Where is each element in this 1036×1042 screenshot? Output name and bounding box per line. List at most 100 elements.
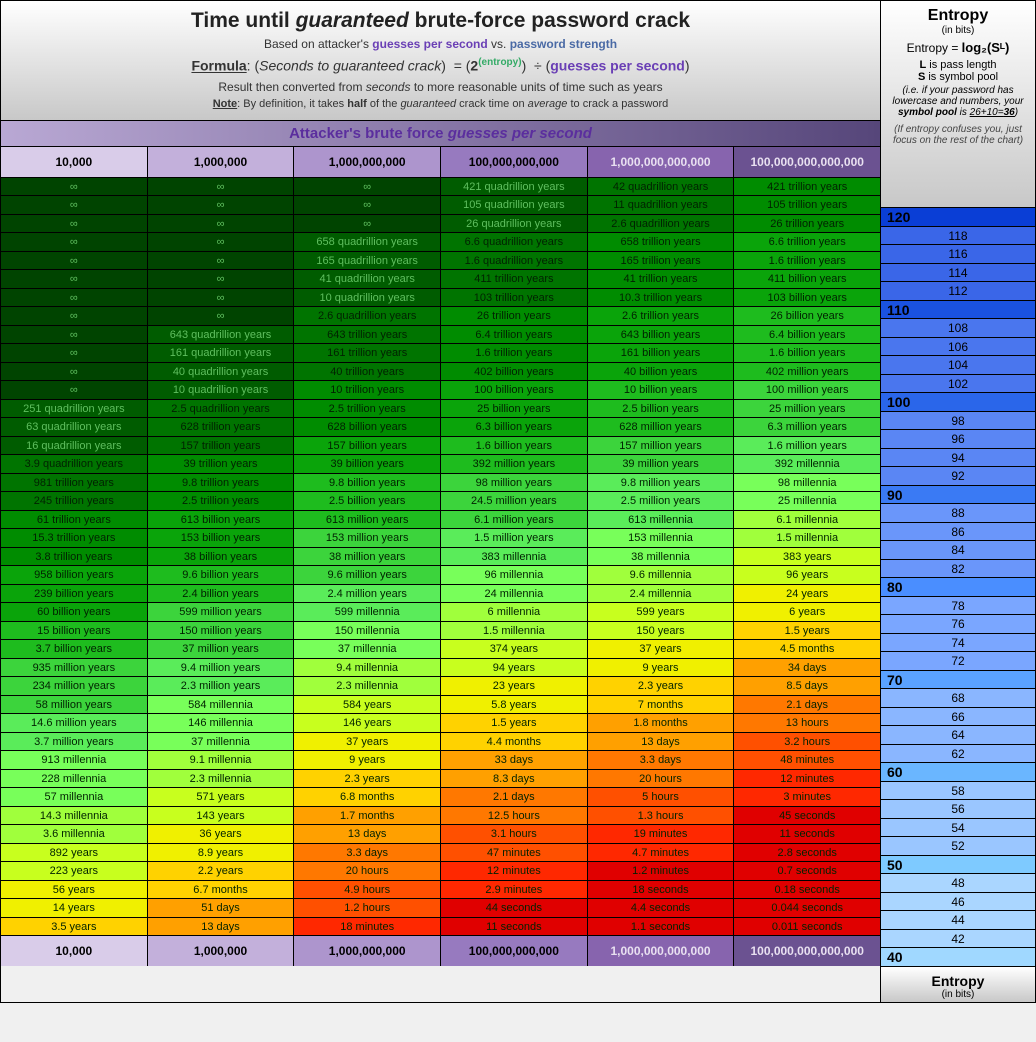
table-cell: 2.9 minutes (441, 880, 588, 899)
entropy-value: 112 (881, 281, 1035, 300)
entropy-value: 102 (881, 374, 1035, 393)
table-cell: 1.3 hours (588, 806, 735, 825)
entropy-formula: Entropy = log₂(Sᴸ) (887, 40, 1029, 55)
entropy-value: 114 (881, 263, 1035, 282)
column-header: 10,000 (1, 146, 148, 177)
column-headers: 10,0001,000,0001,000,000,000100,000,000,… (1, 146, 880, 177)
table-cell: 4.7 minutes (588, 843, 735, 862)
table-cell: 94 years (441, 658, 588, 677)
L-desc: L is pass length (887, 59, 1029, 71)
entropy-value: 104 (881, 355, 1035, 374)
table-cell: 3.9 quadrillion years (1, 454, 148, 473)
table-cell: 150 years (588, 621, 735, 640)
table-cell: 2.3 millennia (294, 676, 441, 695)
table-cell: 2.4 billion years (148, 584, 295, 603)
formula-gps: guesses per second (550, 58, 685, 74)
table-cell: 41 trillion years (588, 269, 735, 288)
table-cell: 0.044 seconds (734, 898, 880, 917)
table-cell: 6 millennia (441, 602, 588, 621)
table-cell: 14.6 million years (1, 713, 148, 732)
table-cell: 643 billion years (588, 325, 735, 344)
entropy-milestone: 50 (881, 855, 1035, 874)
table-cell: 8.5 days (734, 676, 880, 695)
table-cell: 26 trillion years (441, 306, 588, 325)
table-cell: 392 millennia (734, 454, 880, 473)
column-header: 1,000,000,000 (294, 146, 441, 177)
sub-ps: password strength (510, 37, 617, 51)
table-cell: 658 quadrillion years (294, 232, 441, 251)
table-cell: 2.1 days (441, 787, 588, 806)
table-cell: 153 million years (294, 528, 441, 547)
table-cell: 2.2 years (148, 861, 295, 880)
table-cell: 6.6 trillion years (734, 232, 880, 251)
table-cell: 613 millennia (588, 510, 735, 529)
table-cell: ∞ (294, 195, 441, 214)
note-a: : By definition, it takes (237, 98, 347, 110)
table-cell: 24 millennia (441, 584, 588, 603)
entropy-value: 68 (881, 688, 1035, 707)
table-row: 935 million years9.4 million years9.4 mi… (1, 658, 880, 677)
table-row: 58 million years584 millennia584 years5.… (1, 695, 880, 714)
entropy-milestone: 120 (881, 207, 1035, 226)
table-cell: 40 billion years (588, 362, 735, 381)
entropy-value: 56 (881, 799, 1035, 818)
table-cell: 0.7 seconds (734, 861, 880, 880)
table-cell: 402 billion years (441, 362, 588, 381)
entropy-value: 96 (881, 429, 1035, 448)
table-cell: 1.6 million years (734, 436, 880, 455)
table-cell: 913 millennia (1, 750, 148, 769)
table-cell: 1.5 million years (441, 528, 588, 547)
table-row: ∞∞∞105 quadrillion years11 quadrillion y… (1, 195, 880, 214)
table-cell: 13 days (588, 732, 735, 751)
eq-pre: Entropy = (907, 41, 962, 55)
table-cell: 3.8 trillion years (1, 547, 148, 566)
table-cell: 2.5 billion years (294, 491, 441, 510)
table-cell: 571 years (148, 787, 295, 806)
sub-pre: Based on attacker's (264, 37, 372, 51)
formula-line: Formula: (Seconds to guaranteed crack) =… (11, 57, 870, 74)
table-cell: 3.7 million years (1, 732, 148, 751)
table-row: ∞161 quadrillion years161 trillion years… (1, 343, 880, 362)
table-cell: 245 trillion years (1, 491, 148, 510)
table-cell: 98 millennia (734, 473, 880, 492)
column-header: 1,000,000,000,000 (588, 146, 735, 177)
page-title: Time until guaranteed brute-force passwo… (11, 9, 870, 33)
table-cell: ∞ (148, 177, 295, 196)
table-cell: ∞ (148, 288, 295, 307)
entropy-footer-bits: (in bits) (881, 989, 1035, 1000)
table-cell: 935 million years (1, 658, 148, 677)
entropy-footer-title: Entropy (932, 973, 985, 989)
table-cell: 13 days (294, 824, 441, 843)
table-cell: ∞ (148, 306, 295, 325)
note-line: Note: By definition, it takes half of th… (11, 98, 870, 110)
header-block: Time until guaranteed brute-force passwo… (1, 1, 880, 120)
table-cell: 10 trillion years (294, 380, 441, 399)
note-half: half (347, 98, 367, 110)
table-cell: 599 millennia (294, 602, 441, 621)
table-cell: 12.5 hours (441, 806, 588, 825)
entropy-value: 92 (881, 466, 1035, 485)
table-cell: 16 quadrillion years (1, 436, 148, 455)
table-cell: 24 years (734, 584, 880, 603)
table-cell: 26 quadrillion years (441, 214, 588, 233)
table-cell: 2.6 quadrillion years (294, 306, 441, 325)
table-cell: 13 days (148, 917, 295, 936)
table-cell: 6.1 millennia (734, 510, 880, 529)
table-cell: 7 months (588, 695, 735, 714)
table-row: 3.8 trillion years38 billion years38 mil… (1, 547, 880, 566)
S-text: is symbol pool (925, 71, 998, 83)
note-b: of the (367, 98, 401, 110)
table-row: 60 billion years599 million years599 mil… (1, 602, 880, 621)
table-cell: 18 minutes (294, 917, 441, 936)
note-guar: guaranteed (400, 98, 456, 110)
table-cell: ∞ (1, 251, 148, 270)
table-cell: 25 millennia (734, 491, 880, 510)
entropy-milestone: 100 (881, 392, 1035, 411)
entropy-value: 78 (881, 596, 1035, 615)
table-cell: 38 million years (294, 547, 441, 566)
table-row: 16 quadrillion years157 trillion years15… (1, 436, 880, 455)
table-cell: ∞ (1, 195, 148, 214)
table-cell: 6.6 quadrillion years (441, 232, 588, 251)
table-row: ∞∞165 quadrillion years1.6 quadrillion y… (1, 251, 880, 270)
table-cell: 2.6 quadrillion years (588, 214, 735, 233)
